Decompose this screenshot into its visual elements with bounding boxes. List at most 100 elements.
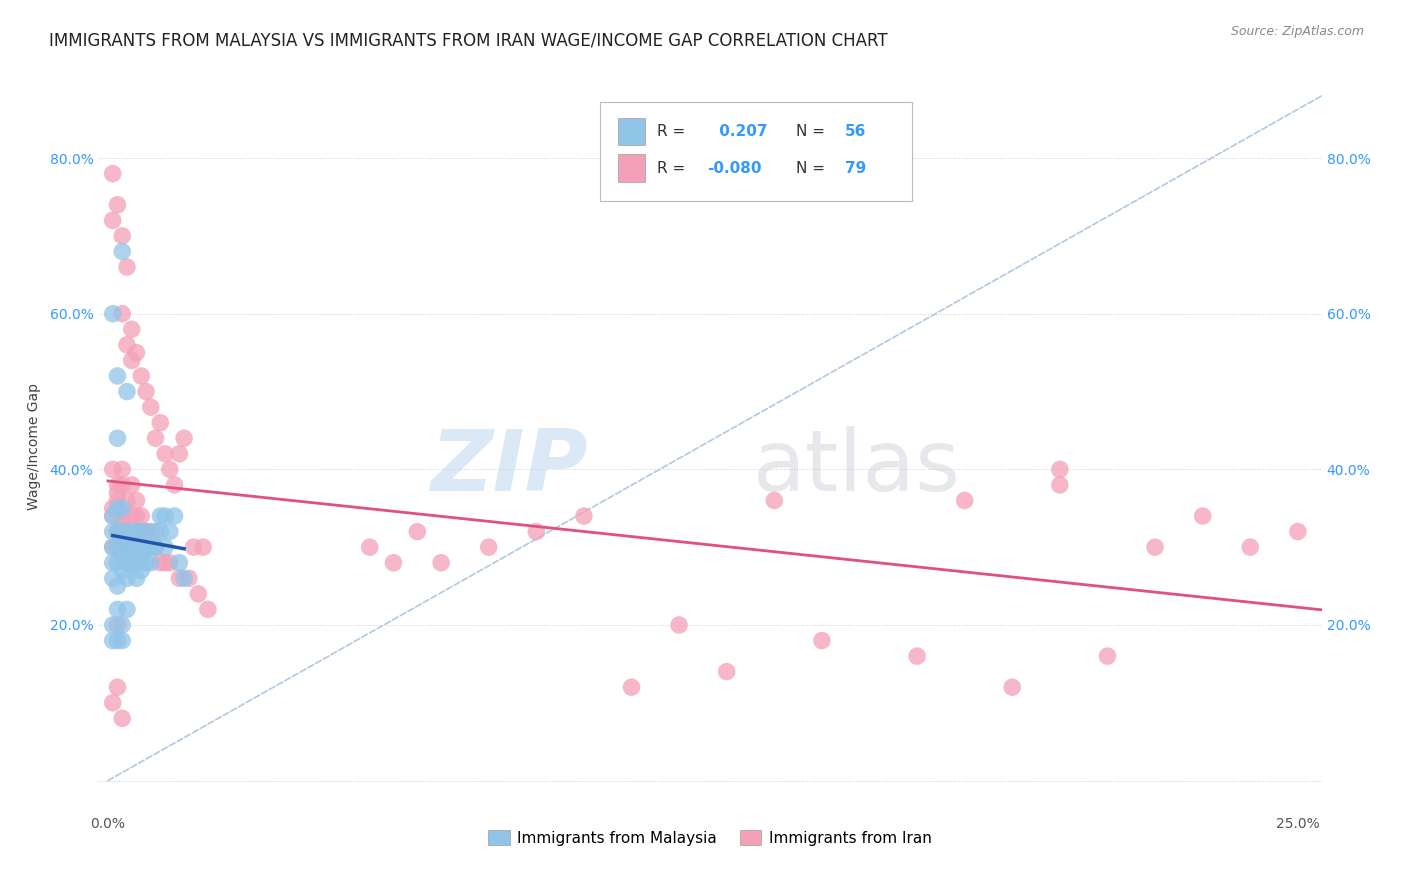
FancyBboxPatch shape — [600, 103, 912, 201]
Point — [115, 571, 138, 585]
Point — [107, 524, 129, 539]
Point — [129, 524, 152, 539]
Point — [149, 524, 172, 539]
Point — [115, 540, 138, 554]
Point — [149, 416, 172, 430]
Point — [183, 540, 205, 554]
Point — [107, 524, 129, 539]
Point — [159, 556, 181, 570]
Point — [763, 493, 786, 508]
Point — [145, 431, 167, 445]
Text: R =: R = — [658, 161, 686, 176]
Y-axis label: Wage/Income Gap: Wage/Income Gap — [27, 383, 41, 509]
Point — [107, 618, 129, 632]
Point — [115, 493, 138, 508]
Text: 56: 56 — [845, 124, 866, 139]
Point — [173, 571, 195, 585]
Text: N =: N = — [796, 124, 825, 139]
Point — [163, 509, 186, 524]
Point — [107, 579, 129, 593]
Point — [139, 400, 162, 414]
Point — [135, 524, 157, 539]
Point — [145, 524, 167, 539]
Point — [115, 260, 138, 274]
Point — [159, 524, 181, 539]
Point — [811, 633, 834, 648]
FancyBboxPatch shape — [619, 118, 645, 145]
Point — [153, 447, 176, 461]
Point — [620, 680, 643, 694]
Point — [115, 338, 138, 352]
Point — [139, 524, 162, 539]
Point — [129, 368, 152, 383]
Point — [111, 633, 134, 648]
Point — [111, 228, 134, 243]
Point — [135, 384, 157, 399]
Point — [145, 540, 167, 554]
Point — [107, 431, 129, 445]
Point — [107, 368, 129, 383]
Point — [107, 540, 129, 554]
Point — [111, 462, 134, 476]
Point — [149, 556, 172, 570]
Point — [111, 533, 134, 547]
Point — [125, 509, 148, 524]
Point — [111, 516, 134, 531]
Point — [111, 501, 134, 516]
Point — [107, 478, 129, 492]
Text: IMMIGRANTS FROM MALAYSIA VS IMMIGRANTS FROM IRAN WAGE/INCOME GAP CORRELATION CHA: IMMIGRANTS FROM MALAYSIA VS IMMIGRANTS F… — [49, 31, 887, 49]
Point — [125, 493, 148, 508]
Point — [129, 548, 152, 562]
Point — [115, 602, 138, 616]
Point — [111, 524, 134, 539]
Point — [107, 493, 129, 508]
Point — [107, 602, 129, 616]
Point — [121, 322, 143, 336]
Point — [135, 524, 157, 539]
Point — [129, 509, 152, 524]
Point — [129, 564, 152, 578]
Text: atlas: atlas — [752, 426, 960, 509]
Point — [1001, 680, 1024, 694]
Point — [111, 711, 134, 725]
Point — [1239, 540, 1261, 554]
Text: N =: N = — [796, 161, 825, 176]
Point — [153, 509, 176, 524]
Point — [107, 680, 129, 694]
Point — [135, 540, 157, 554]
Point — [953, 493, 976, 508]
Point — [121, 509, 143, 524]
Point — [153, 556, 176, 570]
Point — [125, 556, 148, 570]
Point — [101, 524, 124, 539]
Point — [101, 633, 124, 648]
Text: 0.207: 0.207 — [714, 124, 768, 139]
Point — [101, 501, 124, 516]
Point — [111, 478, 134, 492]
Point — [572, 509, 595, 524]
Point — [111, 509, 134, 524]
Point — [1191, 509, 1213, 524]
Point — [1097, 649, 1119, 664]
Point — [716, 665, 738, 679]
Point — [125, 345, 148, 359]
Point — [430, 556, 453, 570]
Point — [135, 556, 157, 570]
Point — [101, 556, 124, 570]
Point — [135, 540, 157, 554]
Point — [107, 633, 129, 648]
Point — [115, 524, 138, 539]
Point — [101, 618, 124, 632]
Point — [139, 556, 162, 570]
Point — [145, 540, 167, 554]
Point — [1286, 524, 1309, 539]
Point — [107, 501, 129, 516]
Point — [169, 447, 191, 461]
Point — [115, 556, 138, 570]
Point — [121, 556, 143, 570]
Point — [149, 509, 172, 524]
Point — [169, 571, 191, 585]
Point — [101, 167, 124, 181]
Point — [111, 244, 134, 259]
Point — [111, 618, 134, 632]
